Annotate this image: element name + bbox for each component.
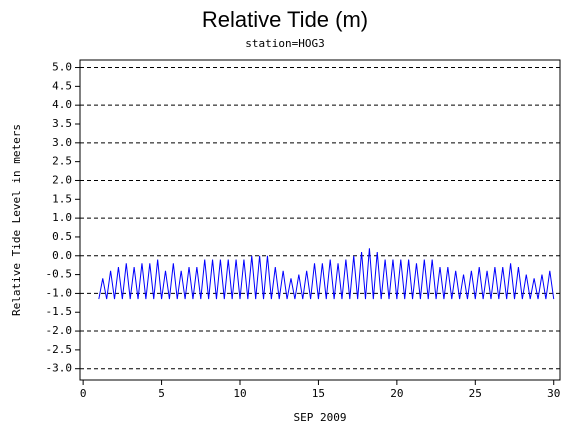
x-tick-label: 10	[233, 387, 246, 400]
y-tick-label: 2.0	[52, 173, 72, 186]
x-tick-label: 5	[158, 387, 165, 400]
plot-frame	[79, 59, 561, 381]
x-tick-label: 20	[390, 387, 403, 400]
y-tick-label: -1.5	[46, 305, 73, 318]
y-tick-label: -1.0	[46, 286, 73, 299]
y-tick-label: 2.5	[52, 155, 72, 168]
y-tick-label: 1.0	[52, 211, 72, 224]
y-tick-label: 4.0	[52, 98, 72, 111]
y-tick-label: 0.5	[52, 230, 72, 243]
y-axis-label: Relative Tide Level in meters	[10, 124, 23, 316]
y-tick-label: 4.5	[52, 79, 72, 92]
y-tick-label: -3.0	[46, 362, 73, 375]
x-tick-label: 15	[312, 387, 325, 400]
y-tick-label: 0.0	[52, 249, 72, 262]
chart-subtitle: station=HOG3	[245, 37, 324, 50]
y-tick-label: 3.0	[52, 136, 72, 149]
x-tick-label: 0	[80, 387, 87, 400]
x-tick-label: 25	[469, 387, 482, 400]
y-tick-label: -2.0	[46, 324, 73, 337]
tide-line	[98, 248, 555, 300]
chart-title: Relative Tide (m)	[202, 7, 368, 32]
y-tick-label: 1.5	[52, 192, 72, 205]
y-tick-label: 5.0	[52, 61, 72, 74]
y-tick-label: -0.5	[46, 268, 73, 281]
y-tick-label: 3.5	[52, 117, 72, 130]
x-axis-label: SEP 2009	[294, 411, 347, 424]
x-tick-label: 30	[547, 387, 560, 400]
y-tick-label: -2.5	[46, 343, 73, 356]
